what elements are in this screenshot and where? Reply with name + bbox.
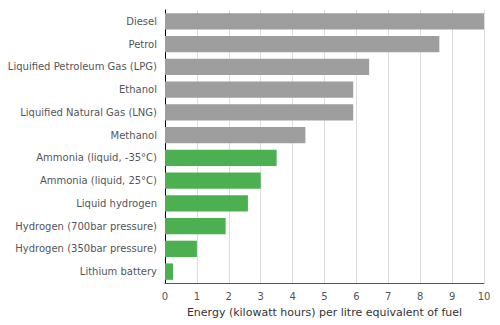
svg-text:Energy (kilowatt hours) per li: Energy (kilowatt hours) per litre equiva…: [187, 306, 462, 319]
svg-text:2: 2: [226, 291, 232, 302]
svg-text:Ammonia (liquid, 25°C): Ammonia (liquid, 25°C): [40, 175, 157, 186]
svg-text:8: 8: [417, 291, 423, 302]
svg-text:Liquid hydrogen: Liquid hydrogen: [76, 198, 157, 209]
svg-text:4: 4: [289, 291, 295, 302]
svg-text:0: 0: [162, 291, 168, 302]
svg-text:9: 9: [449, 291, 455, 302]
svg-text:10: 10: [478, 291, 491, 302]
svg-text:Liquified Petroleum Gas (LPG): Liquified Petroleum Gas (LPG): [8, 61, 157, 72]
svg-text:5: 5: [321, 291, 327, 302]
svg-text:1: 1: [194, 291, 200, 302]
svg-text:7: 7: [385, 291, 391, 302]
svg-text:Hydrogen (700bar pressure): Hydrogen (700bar pressure): [15, 221, 157, 232]
svg-text:6: 6: [353, 291, 359, 302]
svg-text:Methanol: Methanol: [111, 130, 157, 141]
svg-text:Petrol: Petrol: [128, 39, 157, 50]
svg-text:3: 3: [258, 291, 264, 302]
svg-text:Hydrogen (350bar pressure): Hydrogen (350bar pressure): [15, 243, 157, 254]
svg-text:Ethanol: Ethanol: [119, 84, 157, 95]
svg-text:Ammonia (liquid, -35°C): Ammonia (liquid, -35°C): [36, 152, 157, 163]
svg-text:Lithium battery: Lithium battery: [80, 266, 157, 277]
svg-text:Liquified Natural Gas (LNG): Liquified Natural Gas (LNG): [20, 107, 157, 118]
svg-text:Diesel: Diesel: [126, 16, 157, 27]
